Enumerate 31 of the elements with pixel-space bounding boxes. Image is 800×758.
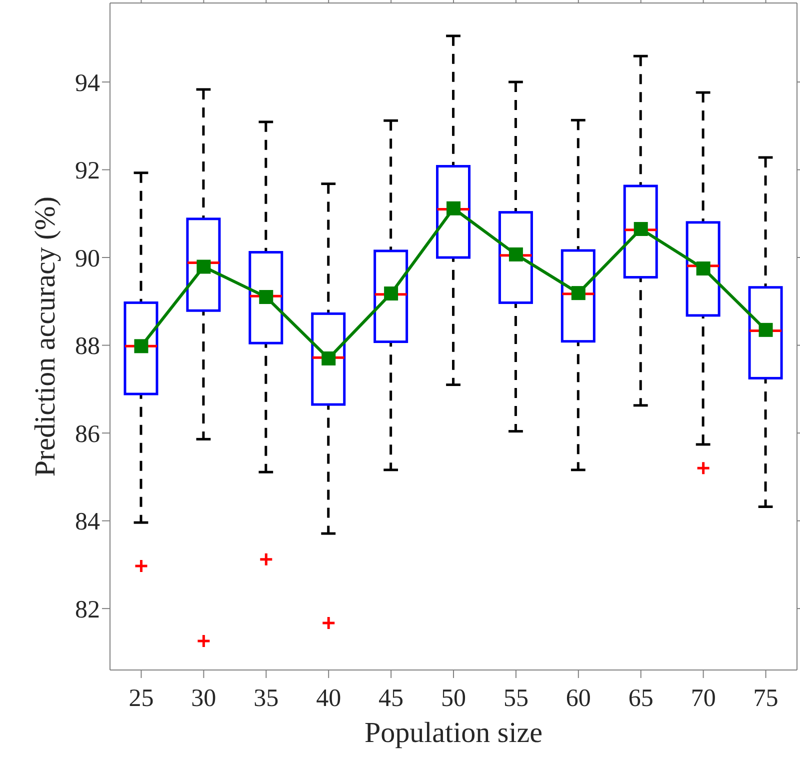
x-tick-label: 50 bbox=[441, 684, 466, 712]
x-tick-label: 45 bbox=[378, 684, 404, 712]
point bbox=[571, 286, 586, 300]
x-tick-label: 40 bbox=[316, 684, 342, 712]
x-axis-title: Population size bbox=[364, 717, 543, 749]
y-tick-label: 88 bbox=[75, 333, 100, 360]
x-tick-label: 60 bbox=[566, 684, 591, 712]
x-tick-label: 70 bbox=[690, 684, 716, 712]
x-tick-label: 35 bbox=[254, 684, 279, 712]
y-tick-label: 92 bbox=[75, 158, 100, 185]
point bbox=[758, 322, 773, 337]
y-tick-label: 84 bbox=[75, 508, 100, 536]
point bbox=[322, 351, 336, 366]
y-tick-label: 94 bbox=[75, 70, 100, 97]
point bbox=[696, 261, 710, 276]
x-tick-label: 75 bbox=[753, 684, 778, 712]
point bbox=[508, 247, 523, 262]
y-tick-label: 82 bbox=[75, 596, 100, 624]
point bbox=[134, 339, 148, 354]
point bbox=[259, 290, 274, 304]
point bbox=[634, 222, 648, 236]
point bbox=[196, 260, 211, 274]
y-tick-label: 90 bbox=[75, 245, 100, 272]
x-tick-label: 30 bbox=[191, 684, 216, 712]
point bbox=[384, 286, 398, 300]
x-tick-label: 25 bbox=[128, 684, 154, 712]
x-tick-label: 65 bbox=[628, 684, 654, 712]
x-tick-label: 55 bbox=[503, 684, 528, 712]
y-axis-title: Prediction accuracy (%) bbox=[29, 196, 62, 477]
point bbox=[446, 201, 460, 216]
y-tick-label: 86 bbox=[75, 420, 100, 448]
